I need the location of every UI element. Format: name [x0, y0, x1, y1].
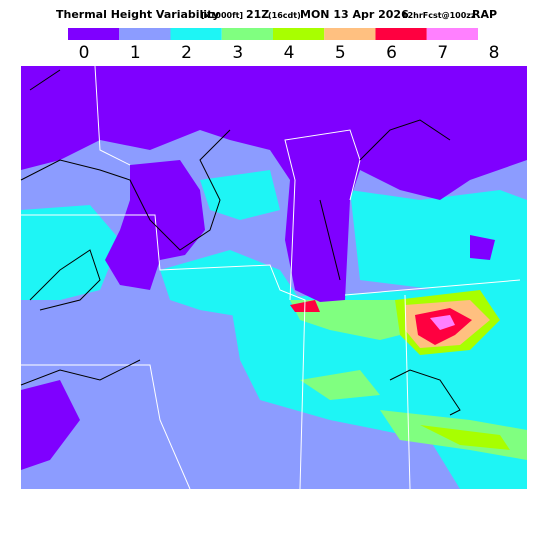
title-local-time: (16cdt) [268, 11, 301, 20]
borders [21, 65, 521, 490]
legend-tick-label: 4 [284, 43, 295, 63]
contours [20, 69, 461, 416]
title-text: Thermal Height Variability [56, 8, 220, 21]
contour [20, 359, 141, 386]
border [94, 65, 131, 166]
legend-swatch [68, 28, 120, 40]
field-0 [470, 235, 495, 260]
field-3 [290, 300, 420, 340]
title-time: 21Z [246, 8, 269, 21]
field-4 [420, 425, 510, 450]
field-7 [430, 315, 455, 330]
field-3 [300, 370, 380, 400]
legend-tick-label: 8 [489, 43, 500, 63]
legend-tick-label: 7 [437, 43, 448, 63]
legend: 0 1 2 3 4 5 6 7 8 [68, 28, 499, 63]
legend-tick-label: 0 [79, 43, 90, 63]
legend-swatch [170, 28, 222, 40]
title-forecast: 12hrFcst@100zz [402, 11, 476, 20]
border [284, 129, 361, 301]
contour [29, 249, 101, 311]
contour [29, 69, 61, 91]
legend-swatch [324, 28, 376, 40]
field-0 [21, 380, 80, 470]
legend-swatch [273, 28, 325, 40]
legend-swatch [119, 28, 171, 40]
title-date: MON 13 Apr 2026 [300, 8, 409, 21]
legend-tick-label: 6 [386, 43, 397, 63]
field-2 [200, 170, 280, 220]
title-units: [x1000ft] [201, 11, 243, 20]
legend-tick-label: 3 [232, 43, 243, 63]
border [21, 214, 306, 490]
legend-swatch [221, 28, 273, 40]
contour [319, 199, 341, 281]
legend-tick-label: 2 [181, 43, 192, 63]
contour [389, 369, 461, 416]
border [344, 279, 521, 296]
border [21, 364, 191, 490]
border [404, 294, 411, 490]
contour [20, 129, 231, 251]
field-0 [21, 66, 527, 302]
legend-swatch [426, 28, 478, 40]
map [20, 65, 527, 490]
title: Thermal Height Variability [x1000ft] 21Z… [56, 8, 497, 21]
legend-swatch [375, 28, 427, 40]
legend-tick-label: 1 [130, 43, 141, 63]
field-2 [21, 205, 120, 300]
contour [359, 119, 451, 161]
title-model: RAP [472, 8, 497, 21]
field-2 [350, 190, 527, 290]
legend-tick-label: 5 [335, 43, 346, 63]
